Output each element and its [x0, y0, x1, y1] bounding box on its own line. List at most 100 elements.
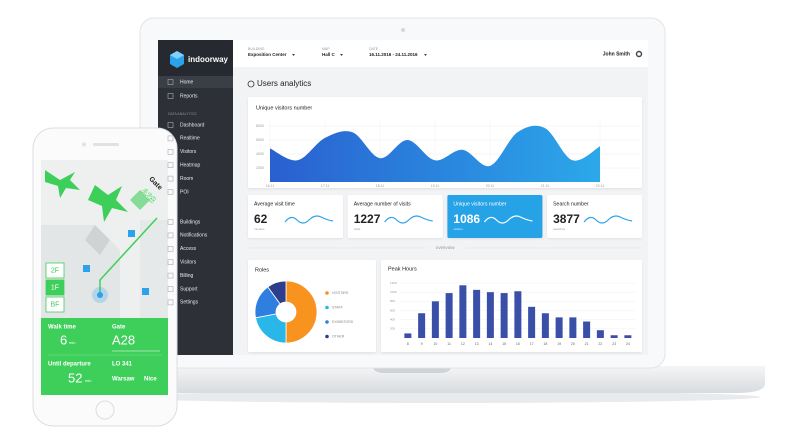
menu-item[interactable]: Home: [180, 79, 194, 85]
menu-item[interactable]: Settings: [180, 300, 199, 306]
building[interactable]: Exposition Center: [248, 52, 287, 57]
date[interactable]: 16.11.2016 - 24.11.2016: [369, 52, 418, 57]
legend-swatch: [325, 320, 329, 324]
label: MAP: [322, 47, 330, 51]
y-tick-label: 200: [390, 327, 395, 331]
menu-icon: [167, 189, 174, 195]
y-tick-label: 4000: [256, 152, 264, 156]
legend-label: EXHIBITORS: [332, 320, 354, 324]
floor-button[interactable]: [45, 262, 65, 279]
menu-icon: [167, 93, 174, 99]
sparkline: [483, 215, 533, 224]
x-tick-label: 19: [557, 342, 561, 346]
menu-active: [158, 76, 233, 88]
card: [447, 195, 543, 238]
menu-item[interactable]: Room: [180, 176, 193, 182]
stat-value: 62: [254, 212, 268, 226]
x-tick-label: 18.11: [376, 184, 385, 188]
x-tick-label: 12: [461, 342, 465, 346]
x-tick-label: 15: [502, 342, 506, 346]
x-tick-label: 23: [612, 342, 616, 346]
from: Warsaw: [112, 377, 135, 383]
x-tick-label: 14: [488, 342, 492, 346]
menu-item[interactable]: Realtime: [180, 136, 200, 142]
menu-item[interactable]: Reports: [180, 93, 198, 99]
stat-label: Unique visitors number: [453, 201, 506, 207]
x-tick-label: 16.11: [266, 184, 275, 188]
bar: [486, 292, 494, 338]
camera: [401, 28, 405, 32]
walk-value: 6: [60, 332, 67, 347]
y-tick-label: 400: [390, 317, 395, 321]
x-tick-label: 20: [571, 342, 575, 346]
card: [347, 195, 443, 238]
menu-icon: [167, 162, 174, 168]
bar: [473, 289, 481, 338]
label: Until departure: [48, 362, 91, 368]
stat-value: 3877: [553, 212, 580, 226]
chart-title: Peak Hours: [388, 266, 417, 272]
x-tick-label: 21.11: [541, 184, 550, 188]
menu-icon: [167, 272, 174, 279]
unit: min: [85, 378, 91, 383]
x-tick-label: 18: [543, 342, 547, 346]
user[interactable]: John Smith: [603, 51, 630, 57]
x-tick-label: 19.11: [431, 184, 440, 188]
bar: [541, 313, 549, 338]
bar: [569, 317, 577, 338]
page-title: Users analytics: [257, 79, 311, 88]
stat-label: Average visit time: [254, 201, 295, 207]
laptop-base: [112, 366, 765, 393]
topbar: [233, 40, 648, 67]
menu-item[interactable]: Dashboard: [180, 122, 205, 128]
caret: [340, 54, 343, 56]
label: Walk time: [48, 325, 76, 331]
menu-icon: [167, 232, 174, 239]
x-tick-label: 17: [530, 342, 534, 346]
stat-unit: searches: [553, 227, 566, 231]
label: DATE: [369, 47, 379, 51]
legend-label: VISITORS: [332, 291, 349, 295]
y-tick-label: 2000: [256, 166, 264, 170]
menu-item[interactable]: POI: [180, 189, 189, 195]
bar: [583, 321, 591, 338]
card: [547, 195, 643, 238]
unit: min: [69, 340, 75, 345]
y-tick-label: 1000: [390, 290, 397, 294]
bar: [528, 306, 536, 338]
flight: LO 341: [112, 362, 133, 368]
x-tick-label: 11: [447, 342, 451, 346]
chart-title: Roles: [255, 267, 269, 273]
menu-item[interactable]: Access: [180, 246, 197, 252]
menu-item[interactable]: Heatmap: [180, 163, 201, 169]
menu-item[interactable]: Buildings: [180, 219, 201, 225]
y-tick-label: 1200: [390, 281, 397, 285]
poi: [83, 265, 90, 272]
label: BUILDING: [248, 47, 265, 51]
bar: [624, 335, 632, 338]
area: [270, 125, 600, 182]
menu-item[interactable]: Billing: [180, 273, 194, 279]
x-tick-label: 24: [626, 342, 630, 346]
map-room: [85, 225, 110, 255]
bar: [500, 293, 508, 338]
sparkline: [583, 215, 633, 224]
menu-item[interactable]: Visitors: [180, 149, 197, 155]
home-button[interactable]: [95, 400, 115, 420]
floor-button[interactable]: [45, 296, 65, 313]
shadow: [120, 391, 760, 403]
floor-button[interactable]: [45, 279, 65, 296]
menu-item[interactable]: Visitors: [180, 260, 197, 266]
menu-item[interactable]: Support: [180, 286, 198, 292]
x-tick-label: 21: [585, 342, 589, 346]
clock-icon: [247, 80, 255, 88]
bar: [610, 335, 618, 338]
map[interactable]: Hall C: [322, 52, 336, 57]
settings-icon[interactable]: [635, 50, 643, 58]
menu-icon: [167, 299, 174, 306]
menu-item[interactable]: Notifications: [180, 233, 208, 239]
y-tick-label: 800: [390, 299, 395, 303]
x-tick-label: 17.11: [321, 184, 330, 188]
bar: [514, 291, 522, 338]
x-tick-label: 22: [598, 342, 602, 346]
